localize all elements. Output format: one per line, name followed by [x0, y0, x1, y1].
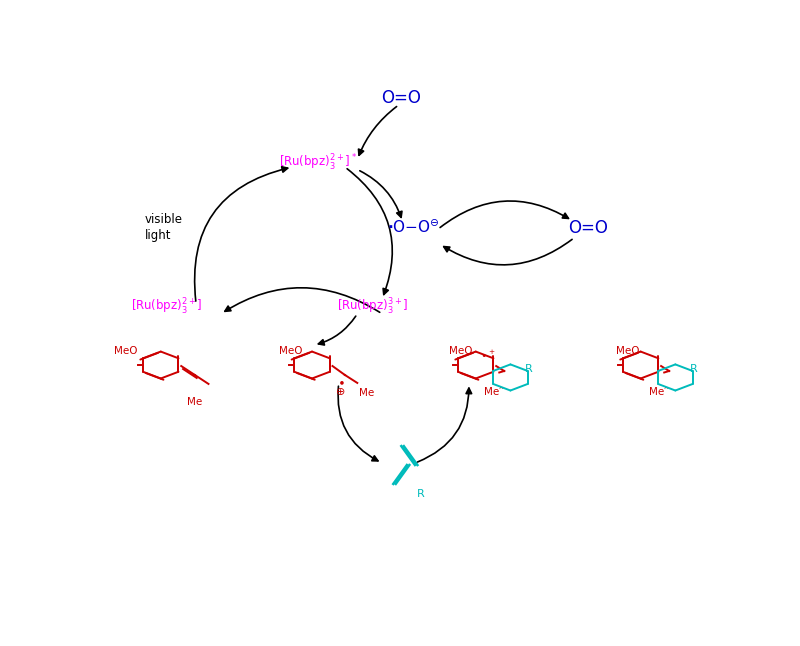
Text: MeO: MeO [449, 346, 473, 356]
Text: MeO: MeO [616, 346, 639, 356]
Text: $\rm[Ru(bpz)_3^{2+}]$: $\rm[Ru(bpz)_3^{2+}]$ [131, 297, 202, 317]
Text: $\bullet^+$: $\bullet^+$ [480, 350, 495, 360]
Text: R: R [418, 489, 425, 499]
Text: MeO: MeO [279, 346, 302, 356]
Text: $\rm[Ru(bpz)_3^{3+}]$: $\rm[Ru(bpz)_3^{3+}]$ [337, 297, 409, 317]
Text: R: R [525, 364, 532, 373]
Text: $\mathbf{\cdot}$O$-$O$^{\ominus}$: $\mathbf{\cdot}$O$-$O$^{\ominus}$ [386, 219, 439, 236]
Text: R: R [690, 364, 698, 373]
Text: visible
light: visible light [145, 213, 182, 242]
Text: Me′′: Me′′ [649, 387, 669, 397]
Text: Me: Me [359, 388, 374, 399]
Text: $\bullet$: $\bullet$ [337, 375, 345, 388]
Text: Me: Me [186, 397, 202, 407]
Text: $\rm[Ru(bpz)_3^{2+}]^*$: $\rm[Ru(bpz)_3^{2+}]^*$ [279, 153, 358, 173]
Text: O=O: O=O [568, 219, 608, 236]
Text: MeO: MeO [114, 346, 137, 356]
Text: O=O: O=O [381, 89, 421, 107]
Text: $\oplus$: $\oplus$ [335, 386, 346, 397]
Text: Me′′: Me′′ [484, 387, 504, 397]
